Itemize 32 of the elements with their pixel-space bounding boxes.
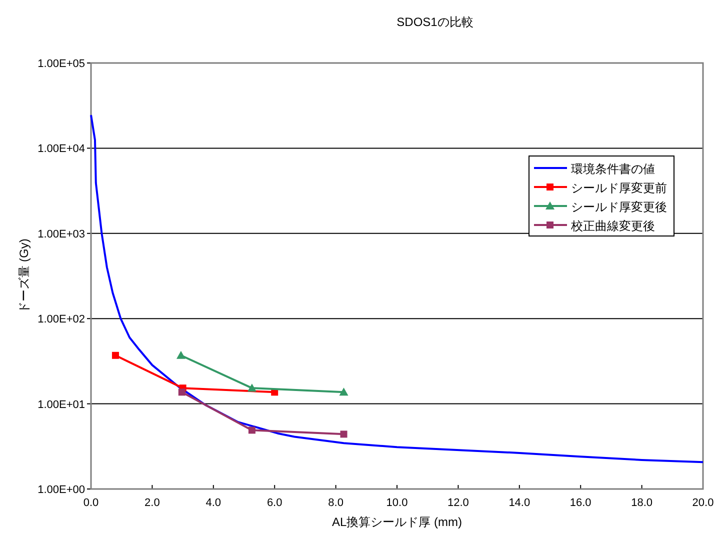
point	[340, 430, 348, 438]
y-tick-label: 1.00E+03	[38, 228, 85, 240]
x-tick-label: 8.0	[328, 497, 344, 509]
y-tick-label: 1.00E+02	[38, 314, 85, 326]
x-tick-label: 20.0	[692, 497, 714, 509]
chart-title: SDOS1の比較	[396, 15, 474, 29]
x-tick-label: 16.0	[570, 497, 592, 509]
point	[248, 426, 256, 434]
x-tick-label: 14.0	[508, 497, 530, 509]
y-axis-title: ドーズ量 (Gy)	[17, 238, 31, 314]
y-tick-label: 1.00E+00	[38, 484, 85, 496]
point	[247, 384, 256, 392]
x-tick-label: 2.0	[144, 497, 160, 509]
x-tick-label: 0.0	[83, 497, 99, 509]
line-series	[90, 114, 704, 464]
x-tick-label: 4.0	[206, 497, 222, 509]
y-tick-label: 1.00E+04	[38, 143, 85, 156]
y-tick-label: 1.00E+05	[38, 58, 85, 70]
legend-label: シールド厚変更前	[571, 181, 667, 195]
x-axis-title: AL換算シールド厚 (mm)	[332, 515, 462, 529]
x-tick-label: 18.0	[631, 497, 653, 509]
point	[176, 350, 186, 359]
x-tick-label: 6.0	[266, 497, 282, 509]
x-tick-label: 10.0	[386, 497, 408, 509]
point	[339, 388, 348, 396]
legend-label: 校正曲線変更後	[570, 219, 655, 233]
point	[178, 388, 186, 396]
x-tick-label: 12.0	[447, 497, 469, 509]
point	[112, 352, 119, 359]
y-tick-label: 1.00E+01	[38, 398, 85, 411]
legend-label: シールド厚変更後	[571, 200, 667, 214]
legend-label: 環境条件書の値	[571, 162, 655, 176]
